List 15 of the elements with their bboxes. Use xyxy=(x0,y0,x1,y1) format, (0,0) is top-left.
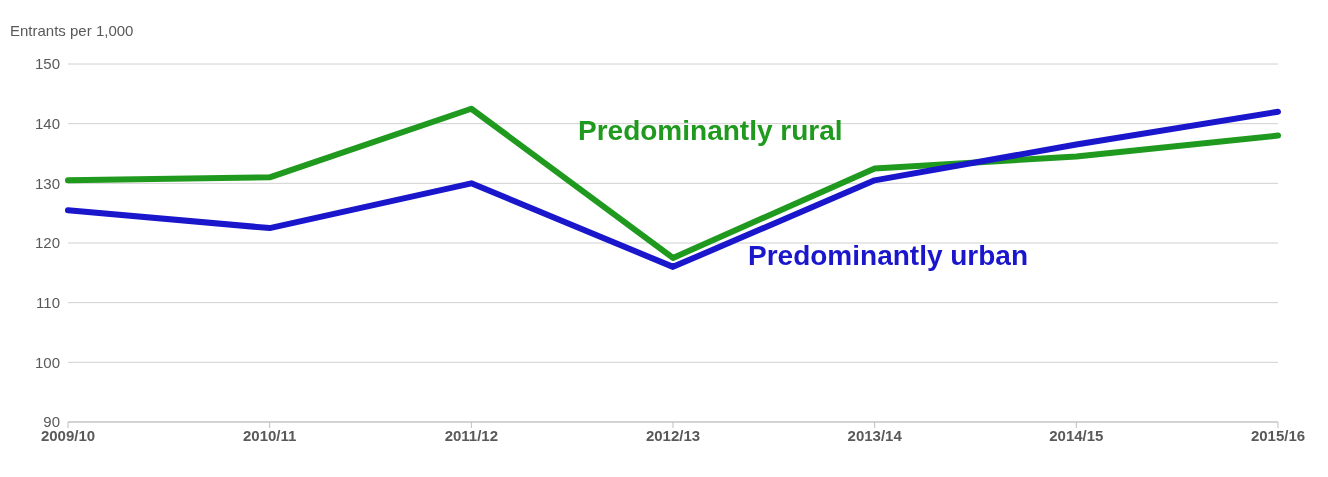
y-tick-label: 130 xyxy=(34,174,60,192)
x-tick-label: 2014/15 xyxy=(1049,426,1104,444)
y-tick-label: 150 xyxy=(34,55,60,73)
y-tick-label: 100 xyxy=(34,353,60,371)
x-tick-label: 2011/12 xyxy=(444,426,499,444)
y-axis-title: Entrants per 1,000 xyxy=(10,22,134,39)
y-tick-label: 110 xyxy=(36,293,60,311)
series-label: Predominantly urban xyxy=(748,239,1029,271)
series-label: Predominantly rural xyxy=(578,114,843,146)
x-tick-label: 2015/16 xyxy=(1250,426,1306,444)
y-tick-label: 140 xyxy=(34,114,60,132)
x-tick-label: 2013/14 xyxy=(847,426,903,444)
y-tick-label: 120 xyxy=(34,234,60,252)
x-tick-label: 2010/11 xyxy=(242,426,297,444)
x-tick-label: 2012/13 xyxy=(645,426,701,444)
